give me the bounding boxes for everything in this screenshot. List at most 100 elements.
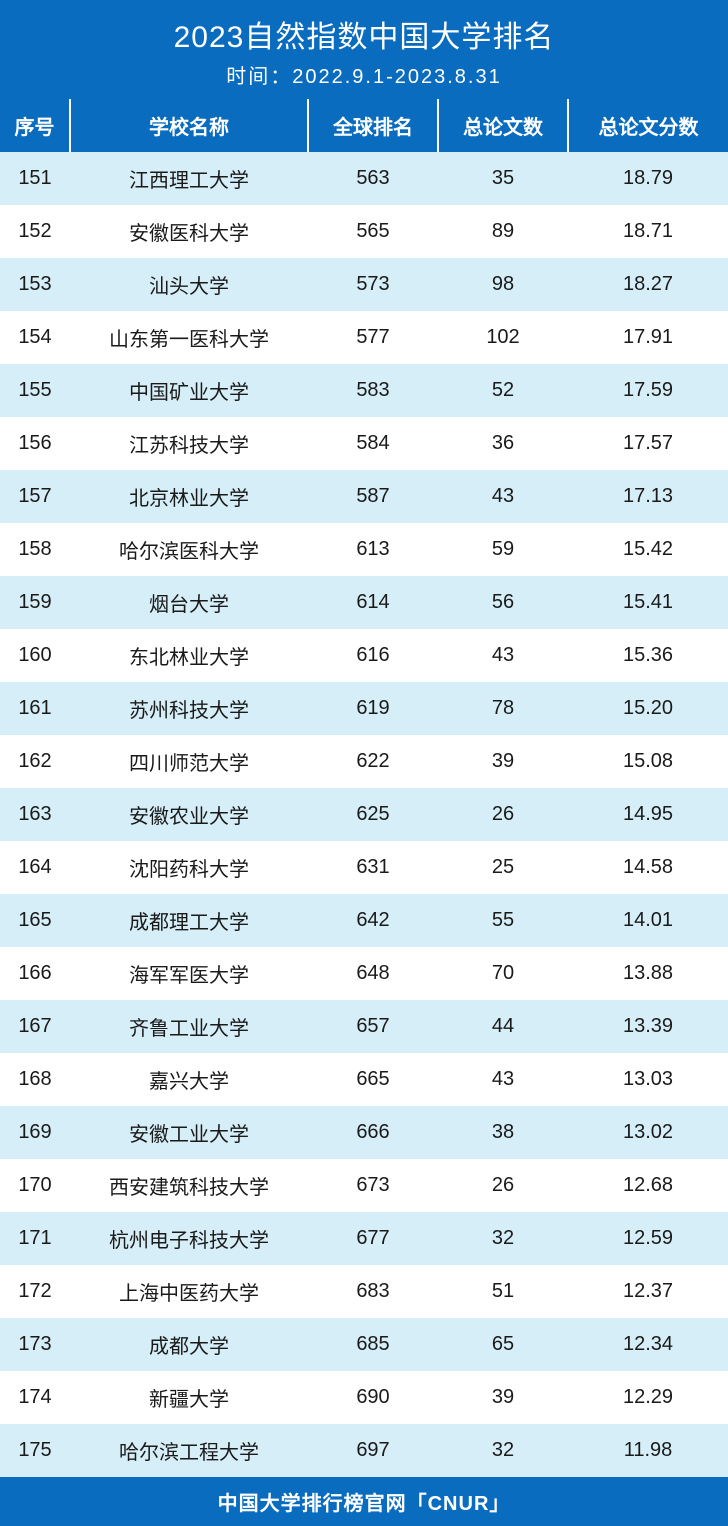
cell-global: 584 [308,417,438,470]
cell-score: 12.68 [568,1159,728,1212]
cell-global: 563 [308,152,438,205]
cell-seq: 167 [0,1000,70,1053]
cell-score: 15.42 [568,523,728,576]
col-header-papers: 总论文数 [438,99,568,152]
cell-seq: 157 [0,470,70,523]
cell-score: 11.98 [568,1424,728,1477]
cell-global: 573 [308,258,438,311]
cell-seq: 175 [0,1424,70,1477]
cell-seq: 166 [0,947,70,1000]
cell-score: 12.37 [568,1265,728,1318]
cell-seq: 172 [0,1265,70,1318]
cell-papers: 102 [438,311,568,364]
cell-name: 新疆大学 [70,1371,308,1424]
cell-papers: 25 [438,841,568,894]
cell-seq: 158 [0,523,70,576]
table-row: 172上海中医药大学6835112.37 [0,1265,728,1318]
cell-name: 烟台大学 [70,576,308,629]
cell-seq: 151 [0,152,70,205]
cell-papers: 98 [438,258,568,311]
table-row: 158哈尔滨医科大学6135915.42 [0,523,728,576]
cell-seq: 154 [0,311,70,364]
cell-papers: 70 [438,947,568,1000]
cell-score: 13.39 [568,1000,728,1053]
cell-papers: 56 [438,576,568,629]
cell-score: 12.29 [568,1371,728,1424]
cell-score: 17.59 [568,364,728,417]
col-header-score: 总论文分数 [568,99,728,152]
table-row: 166海军军医大学6487013.88 [0,947,728,1000]
cell-score: 14.95 [568,788,728,841]
footer-credit: 中国大学排行榜官网「CNUR」 [0,1477,728,1526]
cell-papers: 78 [438,682,568,735]
cell-score: 18.79 [568,152,728,205]
ranking-table: 序号 学校名称 全球排名 总论文数 总论文分数 151江西理工大学5633518… [0,99,728,1477]
table-row: 162四川师范大学6223915.08 [0,735,728,788]
cell-score: 17.91 [568,311,728,364]
cell-papers: 32 [438,1212,568,1265]
cell-name: 苏州科技大学 [70,682,308,735]
cell-papers: 39 [438,1371,568,1424]
table-row: 154山东第一医科大学57710217.91 [0,311,728,364]
table-row: 171杭州电子科技大学6773212.59 [0,1212,728,1265]
cell-papers: 65 [438,1318,568,1371]
cell-global: 622 [308,735,438,788]
cell-global: 657 [308,1000,438,1053]
cell-global: 625 [308,788,438,841]
cell-global: 690 [308,1371,438,1424]
cell-global: 583 [308,364,438,417]
cell-global: 665 [308,1053,438,1106]
cell-seq: 164 [0,841,70,894]
cell-global: 619 [308,682,438,735]
col-header-seq: 序号 [0,99,70,152]
cell-name: 成都理工大学 [70,894,308,947]
cell-score: 14.01 [568,894,728,947]
cell-seq: 152 [0,205,70,258]
cell-score: 15.20 [568,682,728,735]
cell-seq: 174 [0,1371,70,1424]
table-row: 169安徽工业大学6663813.02 [0,1106,728,1159]
cell-papers: 55 [438,894,568,947]
cell-papers: 43 [438,1053,568,1106]
cell-seq: 160 [0,629,70,682]
cell-seq: 171 [0,1212,70,1265]
cell-name: 安徽农业大学 [70,788,308,841]
cell-seq: 169 [0,1106,70,1159]
cell-seq: 162 [0,735,70,788]
cell-global: 614 [308,576,438,629]
cell-global: 697 [308,1424,438,1477]
cell-name: 齐鲁工业大学 [70,1000,308,1053]
table-row: 165成都理工大学6425514.01 [0,894,728,947]
cell-name: 哈尔滨工程大学 [70,1424,308,1477]
cell-papers: 89 [438,205,568,258]
table-row: 152安徽医科大学5658918.71 [0,205,728,258]
table-row: 151江西理工大学5633518.79 [0,152,728,205]
cell-papers: 43 [438,629,568,682]
cell-global: 677 [308,1212,438,1265]
table-row: 155中国矿业大学5835217.59 [0,364,728,417]
table-row: 173成都大学6856512.34 [0,1318,728,1371]
cell-global: 565 [308,205,438,258]
cell-name: 北京林业大学 [70,470,308,523]
date-range: 时间：2022.9.1-2023.8.31 [0,60,728,89]
cell-name: 汕头大学 [70,258,308,311]
cell-name: 成都大学 [70,1318,308,1371]
cell-seq: 173 [0,1318,70,1371]
table-row: 170西安建筑科技大学6732612.68 [0,1159,728,1212]
cell-seq: 155 [0,364,70,417]
cell-seq: 163 [0,788,70,841]
cell-score: 15.41 [568,576,728,629]
table-row: 174新疆大学6903912.29 [0,1371,728,1424]
table-header-row: 序号 学校名称 全球排名 总论文数 总论文分数 [0,99,728,152]
cell-name: 安徽医科大学 [70,205,308,258]
table-row: 161苏州科技大学6197815.20 [0,682,728,735]
cell-global: 616 [308,629,438,682]
table-row: 160东北林业大学6164315.36 [0,629,728,682]
cell-score: 12.34 [568,1318,728,1371]
cell-global: 673 [308,1159,438,1212]
cell-papers: 39 [438,735,568,788]
cell-seq: 156 [0,417,70,470]
table-row: 167齐鲁工业大学6574413.39 [0,1000,728,1053]
cell-papers: 35 [438,152,568,205]
cell-score: 13.03 [568,1053,728,1106]
